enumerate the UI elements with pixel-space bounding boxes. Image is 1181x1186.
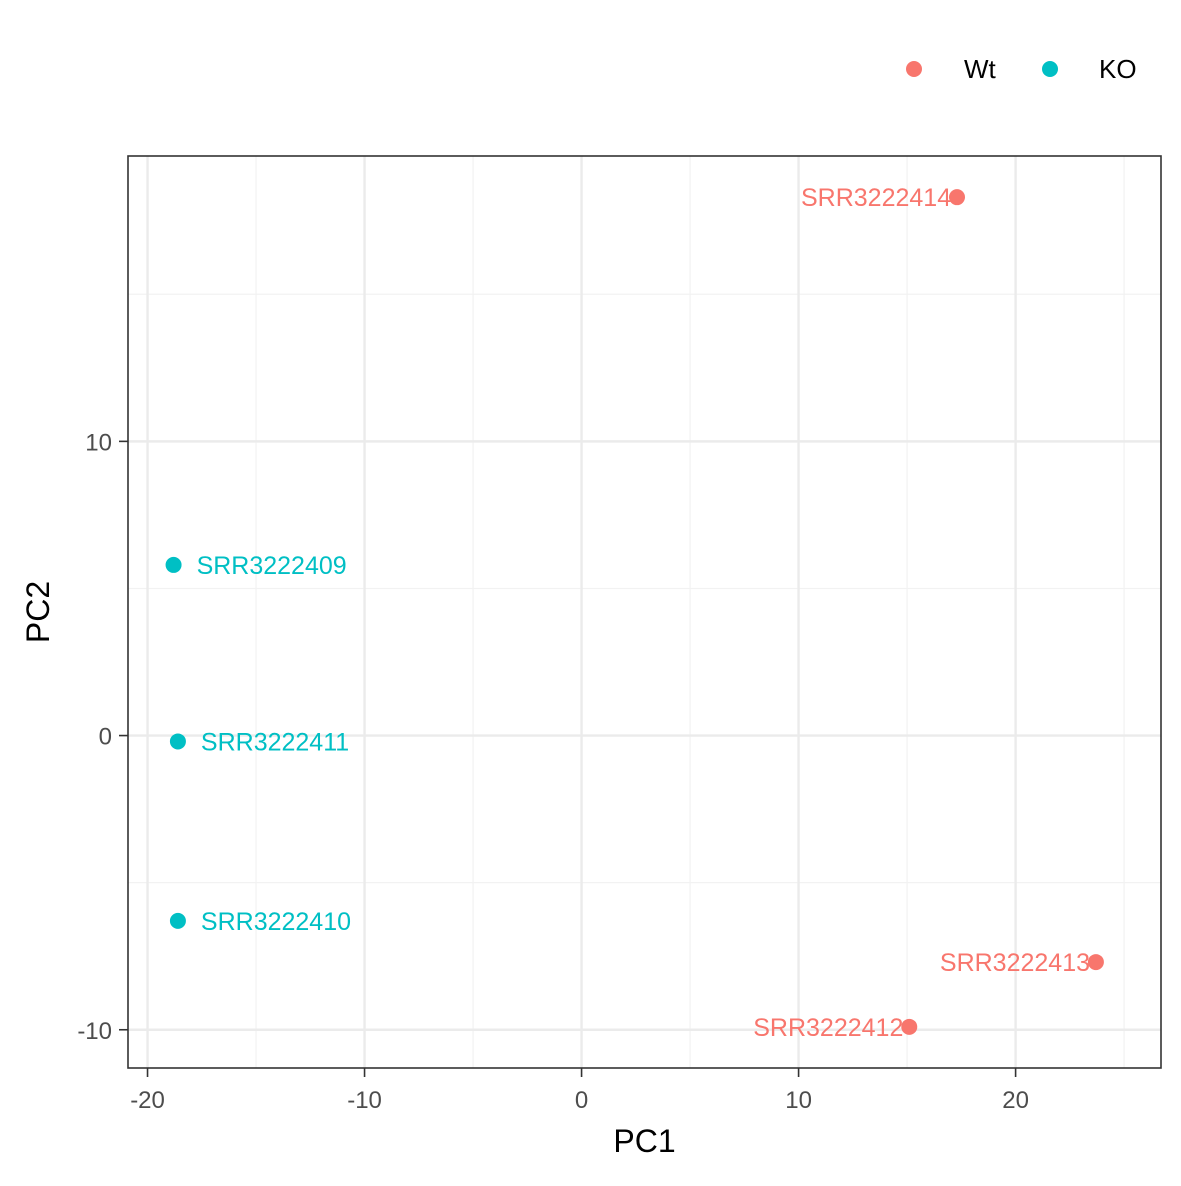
legend: Wt KO bbox=[906, 54, 1137, 84]
legend-item-ko: KO bbox=[1042, 54, 1137, 84]
x-tick-label: 0 bbox=[575, 1087, 588, 1114]
legend-label-ko: KO bbox=[1099, 54, 1137, 84]
legend-label-wt: Wt bbox=[964, 54, 997, 84]
y-tick-label: -10 bbox=[77, 1018, 112, 1045]
x-axis-title: PC1 bbox=[613, 1123, 675, 1159]
grid bbox=[128, 156, 1161, 1068]
y-axis-title: PC2 bbox=[20, 581, 56, 643]
point-label: SRR3222414 bbox=[801, 184, 951, 212]
point-label: SRR3222412 bbox=[753, 1014, 903, 1042]
legend-item-wt: Wt bbox=[906, 54, 997, 84]
axes: -20 -10 0 10 20 -10 0 10 bbox=[77, 429, 1029, 1114]
point-label: SRR3222410 bbox=[201, 908, 351, 936]
y-tick-label: 10 bbox=[85, 429, 112, 456]
x-tick-label: -10 bbox=[347, 1087, 382, 1114]
x-tick-label: 20 bbox=[1002, 1087, 1029, 1114]
point-label: SRR3222409 bbox=[197, 552, 347, 580]
data-point bbox=[901, 1018, 918, 1035]
legend-key-wt bbox=[906, 61, 922, 77]
data-points: SRR3222414 SRR3222413 SRR3222412 SRR3222409… bbox=[165, 184, 1104, 1042]
data-point bbox=[165, 556, 182, 573]
point-label: SRR3222413 bbox=[940, 949, 1090, 977]
panel-border bbox=[127, 155, 1162, 1069]
legend-key-ko bbox=[1042, 61, 1058, 77]
data-point bbox=[169, 733, 186, 750]
data-point bbox=[1087, 954, 1104, 971]
point-label: SRR3222411 bbox=[201, 728, 349, 756]
x-tick-label: 10 bbox=[785, 1087, 812, 1114]
x-tick-label: -20 bbox=[130, 1087, 165, 1114]
data-point bbox=[949, 189, 966, 206]
data-point bbox=[169, 912, 186, 929]
y-tick-label: 0 bbox=[99, 724, 112, 751]
